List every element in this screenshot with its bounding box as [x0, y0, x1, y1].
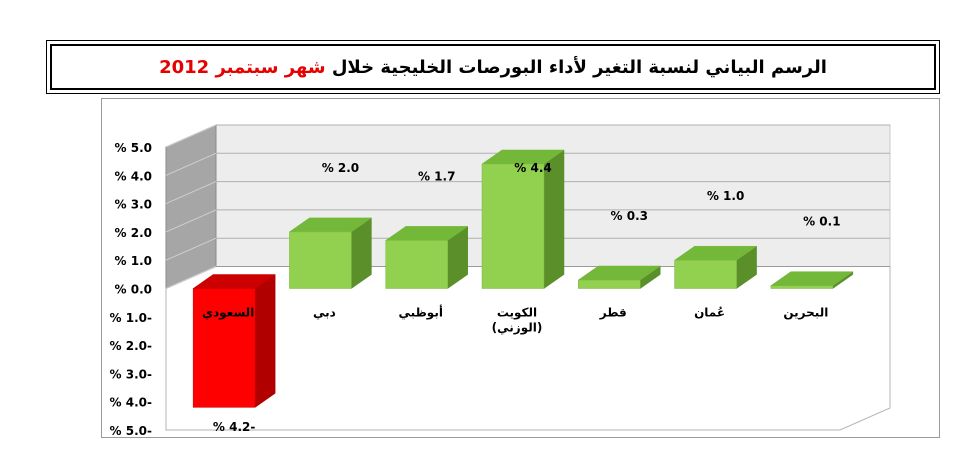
value-label: % 4.2-	[213, 420, 255, 434]
value-label: % 1.0	[707, 189, 744, 203]
y-tick-label: % 1.0	[115, 254, 152, 268]
bar	[192, 288, 256, 408]
y-tick-label: % 4.0	[115, 169, 152, 183]
y-tick-label: % 0.0	[115, 283, 152, 297]
bar	[289, 231, 352, 289]
bar	[674, 259, 737, 289]
side-gridline	[165, 237, 217, 261]
category-label: عُمان	[694, 306, 725, 320]
y-axis-ticks: % 5.0 % 4.0 % 3.0 % 2.0 % 1.0 % 0.0 % 1.0- % 2.…	[110, 141, 152, 438]
y-tick-label: % 3.0-	[110, 367, 152, 381]
y-tick-label: % 5.0	[115, 141, 152, 155]
value-label: % 2.0	[322, 161, 359, 175]
bar	[481, 163, 545, 289]
side-gridline	[165, 209, 217, 233]
category-label: الكويت	[497, 306, 537, 321]
bar	[770, 285, 834, 289]
y-tick-label: % 3.0	[115, 198, 152, 212]
category-label: البحرين	[783, 306, 828, 320]
side-gridline	[165, 124, 217, 148]
value-label: % 4.4	[514, 161, 551, 175]
chart-title: الرسم البياني لنسبة التغير لأداء البورصا…	[159, 57, 827, 78]
category-label: (الوزني)	[492, 321, 543, 336]
value-labels: % 4.2- % 2.0 % 1.7 % 4.4 % 0.3 % 1.0 % 0.1	[213, 161, 841, 434]
chart-bars	[192, 149, 854, 408]
y-tick-label: % 2.0	[115, 226, 152, 240]
side-gridline	[165, 266, 217, 289]
category-label: أبوظبي	[398, 305, 442, 321]
bar	[578, 279, 641, 289]
category-label: دبي	[313, 306, 336, 320]
category-labels: السعودي دبي أبوظبي الكويت(الوزني) قطر عُمان ال…	[202, 305, 828, 336]
category-label: السعودي	[202, 306, 254, 321]
category-label: قطر	[599, 306, 627, 320]
chart-title-inner: الرسم البياني لنسبة التغير لأداء البورصا…	[50, 44, 936, 90]
bar	[385, 240, 448, 289]
chart-title-main: الرسم البياني لنسبة التغير لأداء البورصا…	[331, 56, 827, 78]
side-gridline	[165, 152, 217, 176]
y-tick-label: % 1.0-	[110, 311, 152, 325]
bar-side	[254, 274, 276, 408]
value-label: % 0.1	[803, 215, 840, 229]
chart-title-highlight: شهر سبتمبر 2012	[159, 56, 326, 78]
y-tick-label: % 2.0-	[110, 339, 152, 353]
chart-title-box: الرسم البياني لنسبة التغير لأداء البورصا…	[46, 40, 940, 94]
y-tick-label: % 5.0-	[110, 424, 152, 438]
y-tick-label: % 4.0-	[110, 396, 152, 410]
value-label: % 1.7	[418, 169, 455, 183]
value-label: % 0.3	[611, 209, 648, 223]
chart-walls	[165, 124, 891, 431]
side-gridline	[165, 181, 217, 205]
